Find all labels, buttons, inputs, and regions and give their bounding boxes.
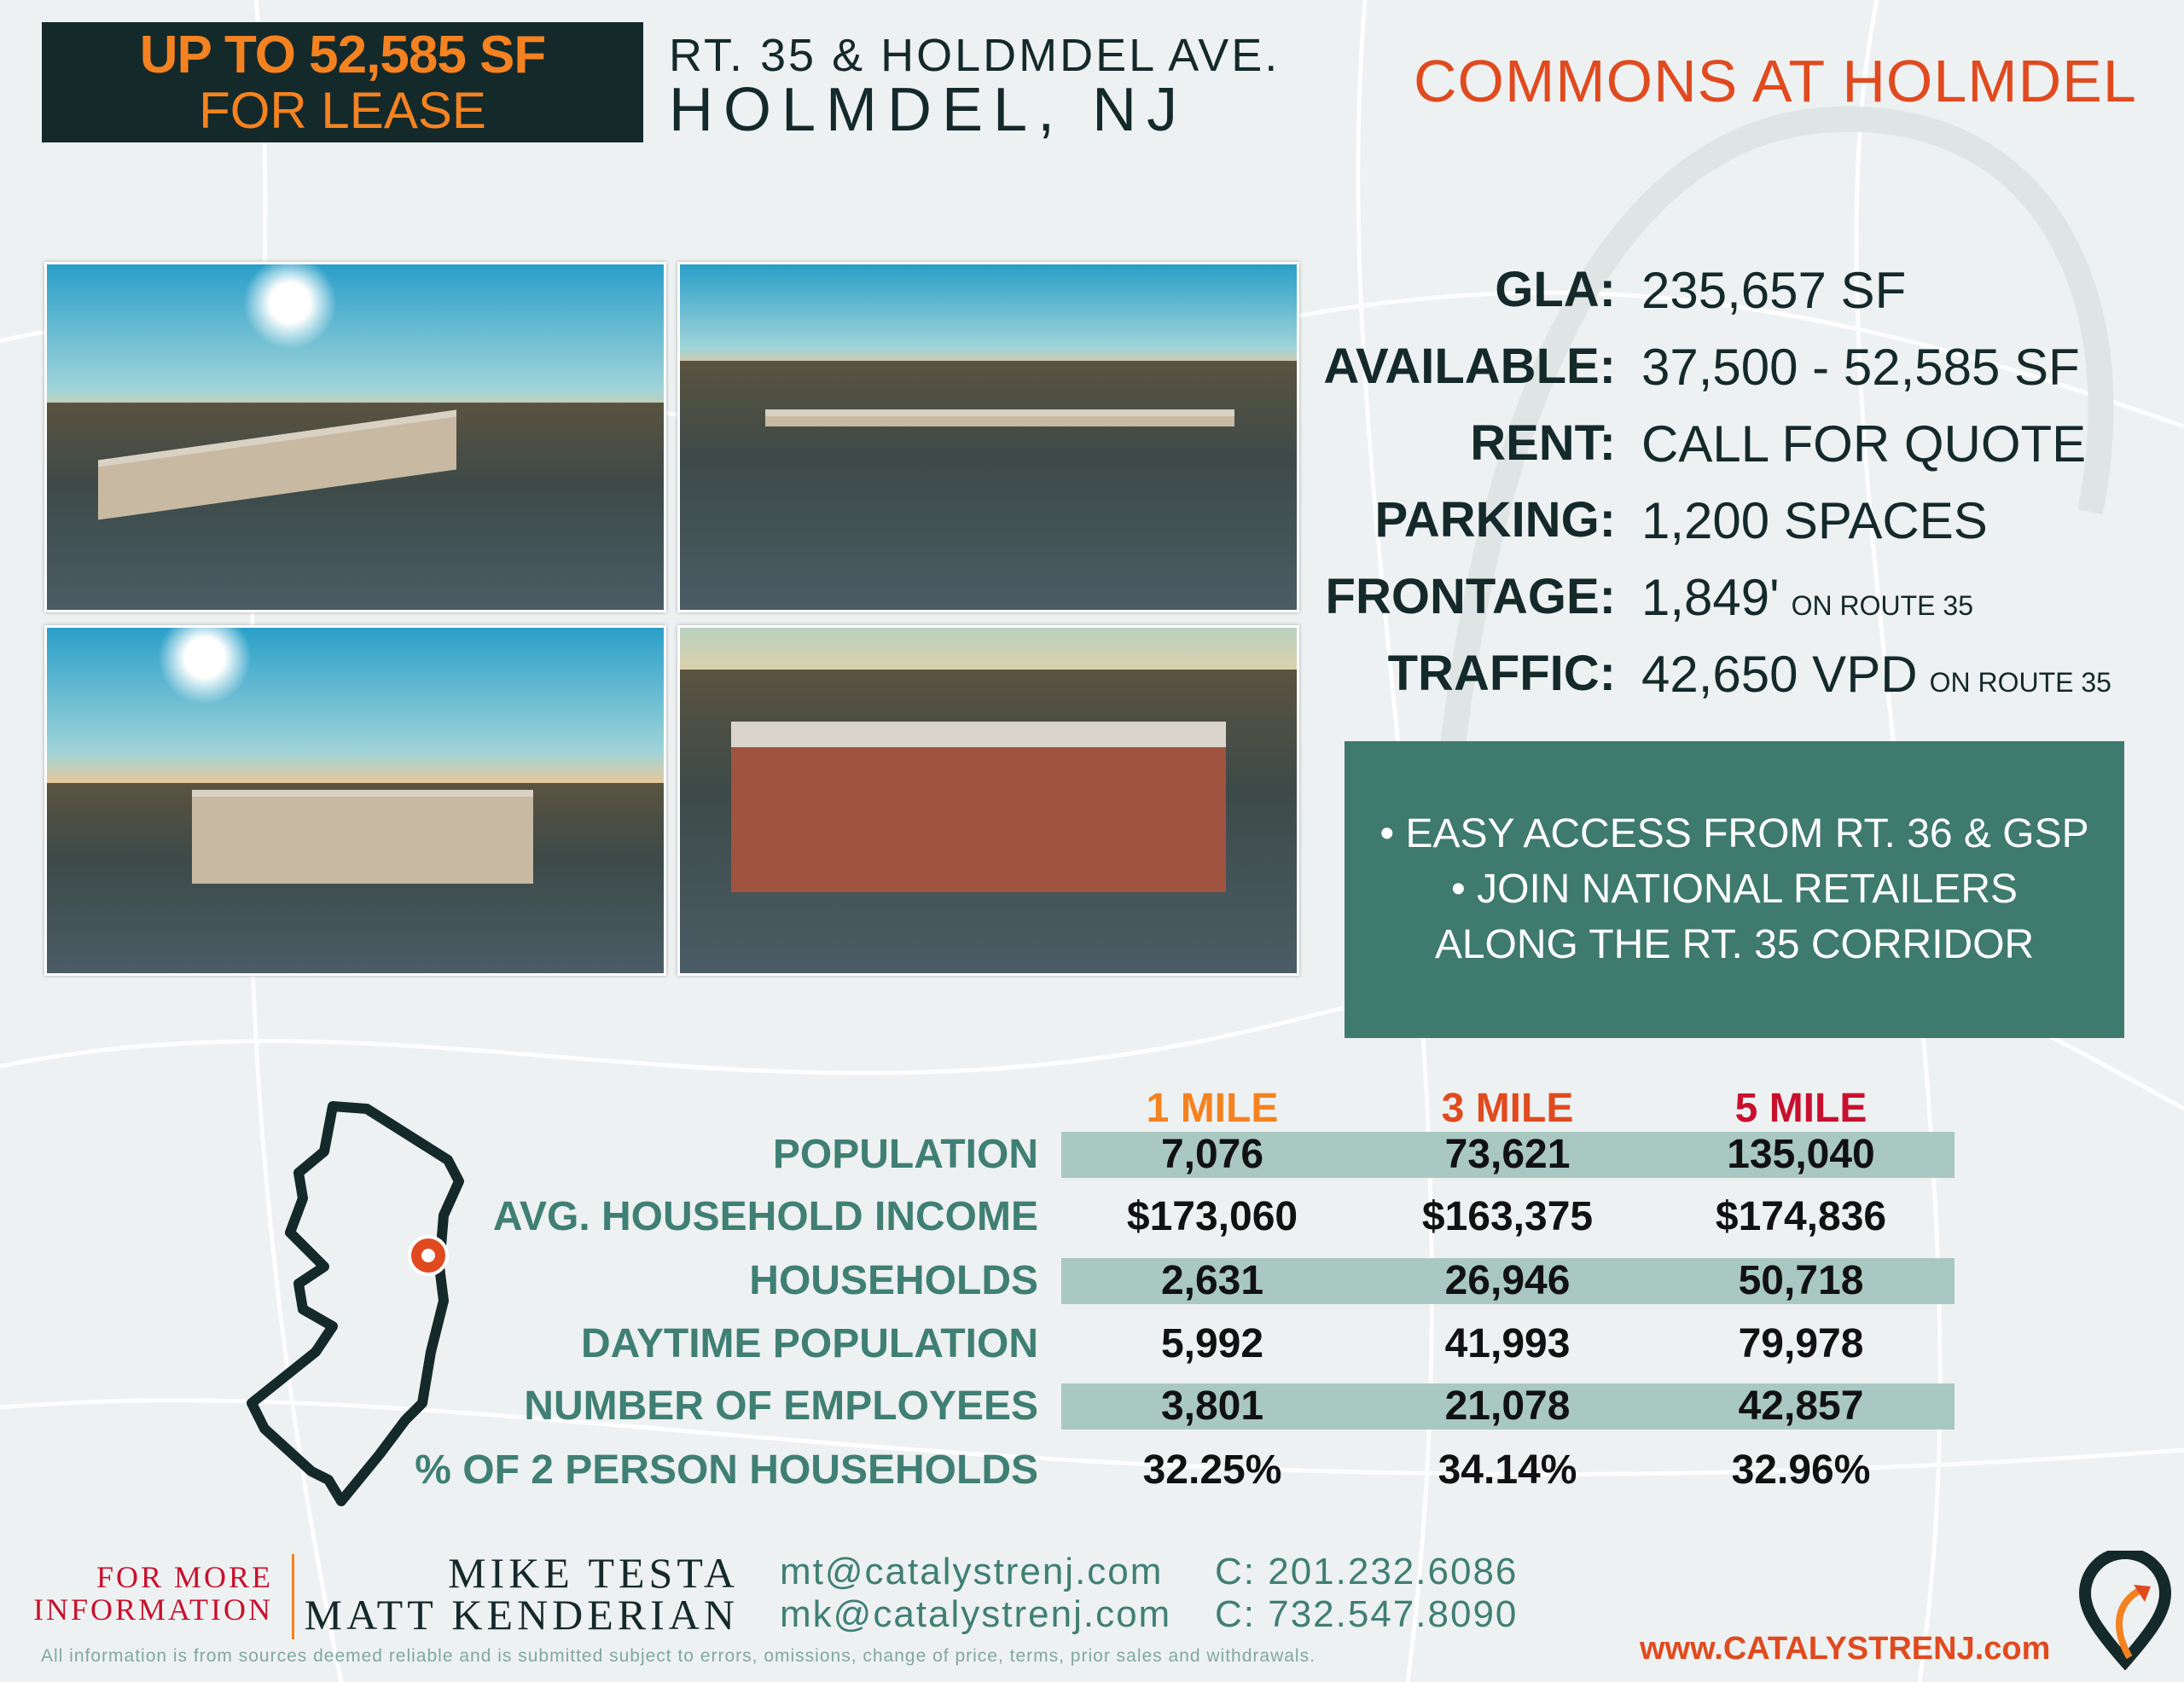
spec-traffic: TRAFFIC: 42,650 VPD ON ROUTE 35 — [0, 645, 2184, 705]
lease-label: FOR LEASE — [199, 82, 486, 139]
agent-name: MIKE TESTA — [448, 1549, 739, 1597]
spec-value: 1,849' ON ROUTE 35 — [1641, 569, 1973, 626]
spec-value: 37,500 - 52,585 SF — [1641, 339, 2080, 396]
agent-phone[interactable]: C: 201.232.6086 — [1215, 1551, 1519, 1592]
row-value: 32.96% — [1731, 1447, 1871, 1493]
row-value: 73,621 — [1444, 1132, 1571, 1177]
row-label: DAYTIME POPULATION — [580, 1321, 1038, 1366]
row-value: $163,375 — [1421, 1194, 1594, 1239]
row-value: 135,040 — [1727, 1132, 1875, 1177]
row-value: 50,718 — [1738, 1258, 1864, 1303]
spec-parking: PARKING: 1,200 SPACES — [0, 491, 2184, 551]
table-row: NUMBER OF EMPLOYEES 3,801 21,078 42,857 — [0, 1383, 2184, 1430]
row-value: 41,993 — [1444, 1321, 1571, 1366]
highlight-item: • JOIN NATIONAL RETAILERS — [1450, 867, 2018, 912]
website-link[interactable]: www.CATALYSTRENJ.com — [1640, 1631, 2051, 1667]
table-row: % OF 2 PERSON HOUSEHOLDS 32.25% 34.14% 32.9… — [0, 1447, 2184, 1494]
lease-banner: UP TO 52,585 SF FOR LEASE — [42, 22, 643, 142]
row-value: 34.14% — [1438, 1447, 1577, 1493]
spec-value: 42,650 VPD ON ROUTE 35 — [1641, 646, 2111, 703]
row-value: 32.25% — [1142, 1447, 1282, 1493]
row-label: % OF 2 PERSON HOUSEHOLDS — [415, 1447, 1038, 1493]
row-value: 2,631 — [1160, 1258, 1264, 1303]
spec-label: PARKING: — [1374, 492, 1616, 548]
spec-rent: RENT: CALL FOR QUOTE — [0, 415, 2184, 474]
aerial-photo-4 — [677, 625, 1299, 976]
table-row: DAYTIME POPULATION 5,992 41,993 79,978 — [0, 1321, 2184, 1367]
spec-label: GLA: — [1495, 262, 1616, 317]
column-header-1-mile: 1 MILE — [1146, 1086, 1279, 1131]
row-label: NUMBER OF EMPLOYEES — [524, 1383, 1038, 1429]
table-row: HOUSEHOLDS 2,631 26,946 50,718 — [0, 1258, 2184, 1304]
agent-phone[interactable]: C: 732.547.8090 — [1215, 1593, 1519, 1635]
spec-note: ON ROUTE 35 — [1791, 590, 1973, 621]
row-value: 26,946 — [1444, 1258, 1571, 1303]
highlight-item: • EASY ACCESS FROM RT. 36 & GSP — [1380, 811, 2089, 856]
spec-label: TRAFFIC: — [1387, 646, 1616, 701]
disclaimer: All information is from sources deemed r… — [41, 1646, 1316, 1666]
aerial-photo-1 — [44, 262, 666, 612]
contact-heading: FOR MORE INFORMATION — [32, 1560, 273, 1627]
lease-size: UP TO 52,585 SF — [139, 26, 547, 84]
divider — [292, 1554, 294, 1639]
column-header-3-mile: 3 MILE — [1441, 1086, 1574, 1131]
row-band — [1061, 1258, 1955, 1304]
property-name: COMMONS AT HOLMDEL — [1414, 48, 2137, 114]
row-value: 7,076 — [1160, 1132, 1264, 1177]
row-value: 21,078 — [1444, 1383, 1571, 1429]
row-label: AVG. HOUSEHOLD INCOME — [492, 1194, 1038, 1239]
row-label: POPULATION — [772, 1132, 1038, 1177]
row-value: 79,978 — [1738, 1321, 1864, 1366]
spec-value: 1,200 SPACES — [1641, 492, 1988, 549]
highlight-item: ALONG THE RT. 35 CORRIDOR — [1434, 922, 2035, 967]
spec-available: AVAILABLE: 37,500 - 52,585 SF — [0, 338, 2184, 397]
row-band — [1061, 1132, 1955, 1178]
row-value: 42,857 — [1738, 1383, 1864, 1429]
address-city: HOLMDEL, NJ — [669, 76, 1188, 144]
row-value: $173,060 — [1126, 1194, 1298, 1239]
catalyst-logo-icon — [2078, 1551, 2172, 1670]
highlights-box: • EASY ACCESS FROM RT. 36 & GSP • JOIN N… — [1345, 741, 2124, 1038]
agent-email[interactable]: mt@catalystrenj.com — [780, 1551, 1164, 1592]
spec-gla: GLA: 235,657 SF — [0, 261, 2184, 321]
aerial-photo-3 — [44, 625, 666, 976]
row-value: $174,836 — [1715, 1194, 1887, 1239]
aerial-photo-2 — [677, 262, 1299, 612]
row-value: 5,992 — [1160, 1321, 1264, 1366]
row-value: 3,801 — [1160, 1383, 1264, 1429]
column-header-5-mile: 5 MILE — [1734, 1086, 1867, 1131]
address-street: RT. 35 & HOLDMDEL AVE. — [669, 30, 1281, 81]
new-jersey-map-icon — [247, 1101, 464, 1506]
location-pin-icon — [408, 1235, 449, 1276]
spec-value: 235,657 SF — [1641, 262, 1907, 319]
agent-email[interactable]: mk@catalystrenj.com — [780, 1593, 1172, 1635]
row-label: HOUSEHOLDS — [749, 1258, 1038, 1303]
spec-label: FRONTAGE: — [1325, 569, 1616, 624]
agent-name: MATT KENDERIAN — [304, 1591, 739, 1638]
table-row: AVG. HOUSEHOLD INCOME $173,060 $163,375 $17… — [0, 1194, 2184, 1240]
row-band — [1061, 1383, 1955, 1430]
table-row: POPULATION 7,076 73,621 135,040 — [0, 1132, 2184, 1178]
spec-label: AVAILABLE: — [1323, 339, 1616, 394]
spec-value: CALL FOR QUOTE — [1641, 415, 2087, 473]
spec-frontage: FRONTAGE: 1,849' ON ROUTE 35 — [0, 568, 2184, 628]
spec-note: ON ROUTE 35 — [1929, 667, 2111, 698]
spec-label: RENT: — [1470, 415, 1616, 471]
